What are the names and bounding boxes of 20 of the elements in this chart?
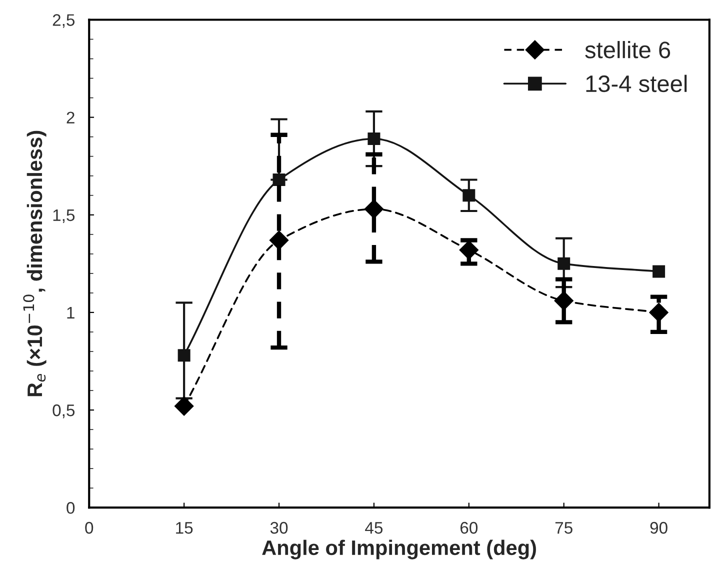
legend-label: 13-4 steel	[586, 74, 687, 92]
x-tick-label: 75	[555, 522, 572, 534]
point	[652, 265, 666, 278]
y-axis-title: R$_{e}$ (×10$^{−10}$, dimensionless)	[23, 130, 46, 396]
x-tick-label: 0	[85, 522, 94, 534]
x-tick-label: 15	[176, 522, 193, 534]
y-tick-label: 2,5	[52, 14, 75, 28]
x-tick-label: 45	[365, 522, 383, 534]
y-tick-label: 2	[66, 112, 74, 124]
x-tick-label: 60	[460, 522, 478, 534]
x-axis-title: Angle of Impingement (deg)	[262, 540, 536, 560]
point	[269, 230, 289, 250]
x-tick-label: 30	[270, 522, 288, 534]
legend-label: stellite 6	[585, 40, 670, 58]
point	[174, 396, 194, 416]
x-tick-label: 90	[650, 522, 668, 534]
y-tick-label: 1	[67, 307, 74, 318]
y-tick-label: 0,5	[52, 404, 75, 418]
y-tick-label: 1,5	[53, 209, 75, 224]
y-tick-label: 0	[66, 502, 75, 514]
